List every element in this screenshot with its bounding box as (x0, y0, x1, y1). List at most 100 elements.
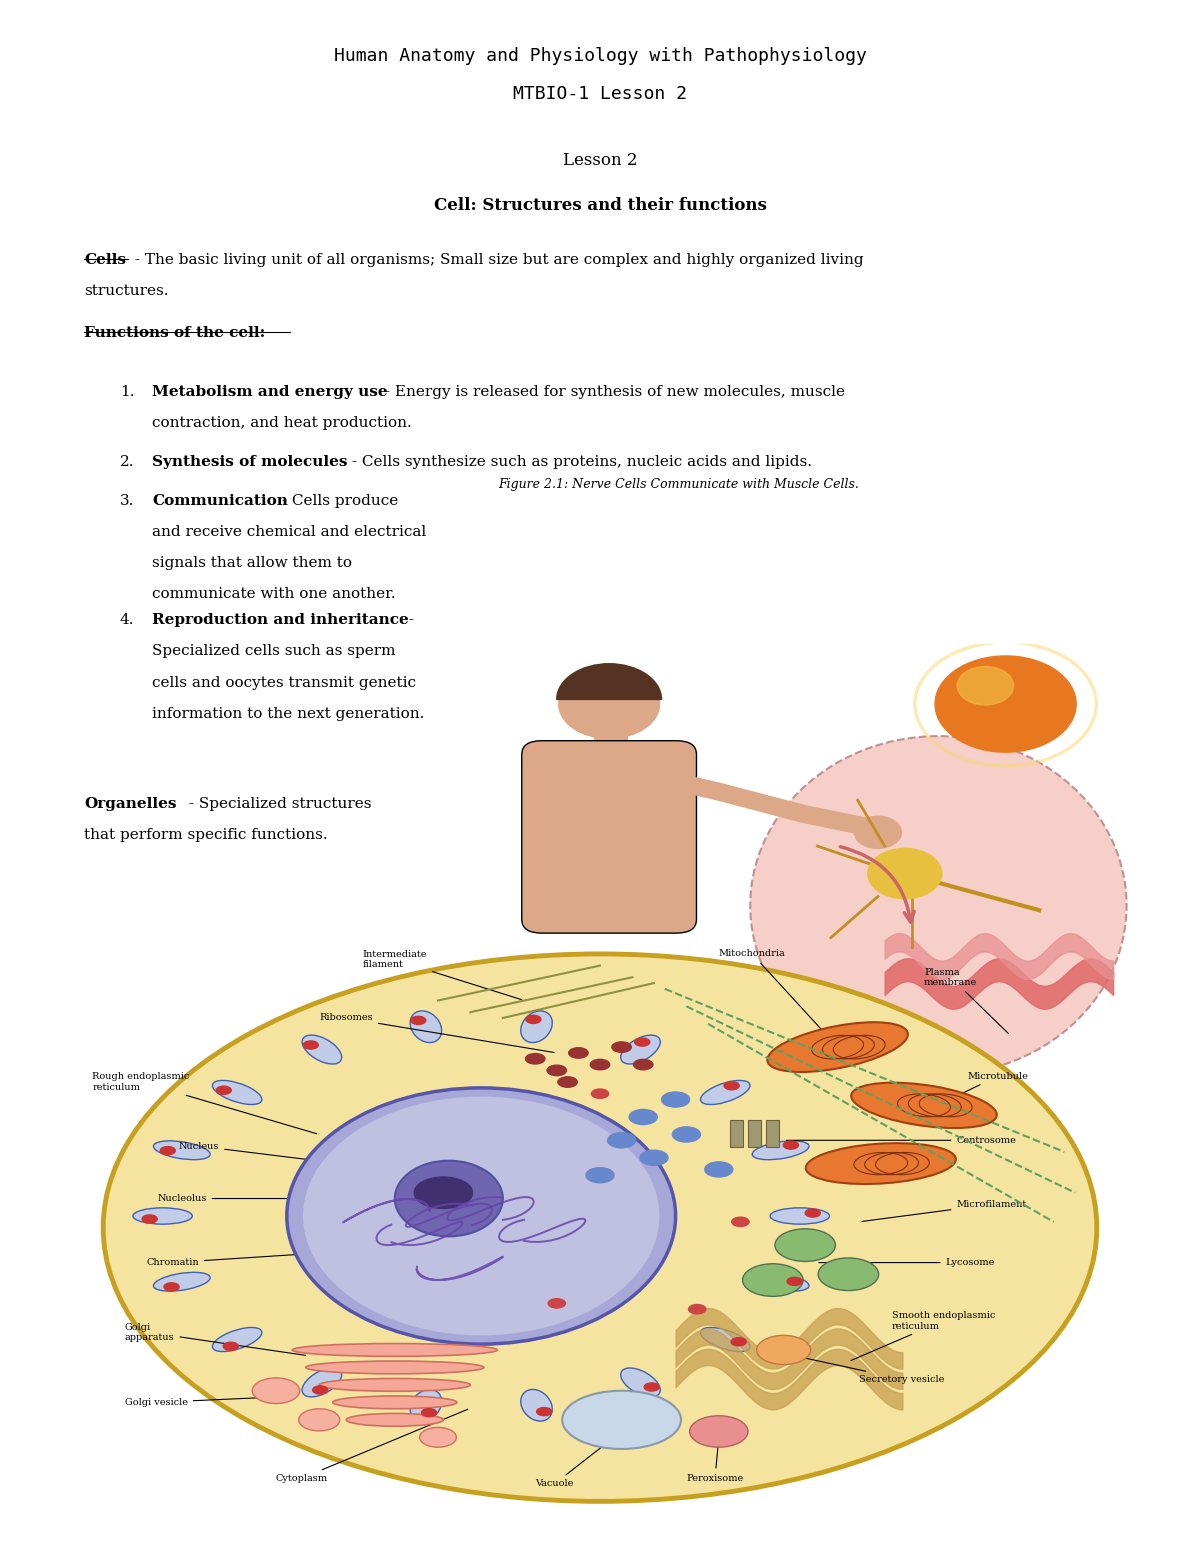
Circle shape (644, 1382, 659, 1391)
Text: Nucleus: Nucleus (179, 1141, 338, 1163)
Circle shape (164, 1283, 179, 1291)
Text: 1.: 1. (120, 385, 134, 399)
Text: Cells: Cells (84, 253, 126, 267)
Ellipse shape (293, 1343, 498, 1356)
Circle shape (787, 1277, 802, 1286)
Text: Rough endoplasmic
reticulum: Rough endoplasmic reticulum (92, 1073, 317, 1134)
Text: Secretory vesicle: Secretory vesicle (797, 1356, 944, 1384)
Ellipse shape (154, 1141, 210, 1160)
Ellipse shape (620, 1368, 660, 1396)
Text: Mitochondria: Mitochondria (719, 949, 835, 1045)
Circle shape (559, 669, 660, 738)
Circle shape (299, 1409, 340, 1430)
Text: Metabolism and energy use: Metabolism and energy use (152, 385, 388, 399)
Circle shape (775, 1228, 835, 1261)
Ellipse shape (302, 1036, 342, 1064)
Circle shape (547, 1065, 566, 1076)
Text: Synthesis of molecules: Synthesis of molecules (152, 455, 348, 469)
Circle shape (958, 666, 1014, 705)
Text: Figure 2.1: Nerve Cells Communicate with Muscle Cells.: Figure 2.1: Nerve Cells Communicate with… (498, 478, 859, 491)
Text: - Cells produce: - Cells produce (277, 494, 398, 508)
Text: Peroxisome: Peroxisome (686, 1440, 744, 1483)
Circle shape (304, 1041, 318, 1050)
Circle shape (690, 1416, 748, 1447)
Circle shape (689, 1305, 706, 1314)
Text: cells and oocytes transmit genetic: cells and oocytes transmit genetic (152, 676, 416, 690)
Text: Organelles: Organelles (84, 797, 176, 811)
Text: signals that allow them to: signals that allow them to (152, 556, 353, 570)
Ellipse shape (521, 1390, 552, 1421)
Ellipse shape (103, 954, 1097, 1502)
Ellipse shape (851, 1082, 997, 1127)
Circle shape (526, 1053, 545, 1064)
Circle shape (592, 1089, 608, 1098)
Circle shape (635, 1037, 649, 1047)
Text: contraction, and heat production.: contraction, and heat production. (152, 416, 412, 430)
Circle shape (724, 1081, 739, 1090)
Ellipse shape (332, 1396, 457, 1409)
Text: Smooth endoplasmic
reticulum: Smooth endoplasmic reticulum (851, 1311, 995, 1360)
Wedge shape (557, 663, 661, 699)
Circle shape (161, 1146, 175, 1155)
Circle shape (536, 1407, 552, 1416)
Ellipse shape (701, 1081, 750, 1104)
Text: 3.: 3. (120, 494, 134, 508)
Circle shape (854, 817, 901, 848)
Text: MTBIO-1 Lesson 2: MTBIO-1 Lesson 2 (514, 85, 686, 104)
Ellipse shape (306, 1360, 484, 1374)
Circle shape (607, 1132, 636, 1148)
Circle shape (216, 1086, 232, 1095)
Text: Communication: Communication (152, 494, 288, 508)
Circle shape (313, 1385, 328, 1395)
Circle shape (526, 1016, 541, 1023)
Circle shape (784, 1141, 798, 1149)
Circle shape (868, 848, 942, 899)
Ellipse shape (563, 1391, 682, 1449)
Text: Cell: Structures and their functions: Cell: Structures and their functions (433, 197, 767, 214)
Circle shape (704, 1162, 733, 1177)
Circle shape (935, 655, 1076, 752)
Text: - Energy is released for synthesis of new molecules, muscle: - Energy is released for synthesis of ne… (380, 385, 845, 399)
Circle shape (612, 1042, 631, 1053)
Circle shape (548, 1298, 565, 1308)
Text: structures.: structures. (84, 284, 168, 298)
Bar (730, 1121, 743, 1148)
Ellipse shape (395, 1160, 503, 1236)
Text: Human Anatomy and Physiology with Pathophysiology: Human Anatomy and Physiology with Pathop… (334, 47, 866, 65)
Text: -: - (404, 613, 414, 627)
Circle shape (757, 1336, 811, 1365)
Text: Reproduction and inheritance: Reproduction and inheritance (152, 613, 409, 627)
Ellipse shape (154, 1272, 210, 1291)
Bar (594, 731, 626, 750)
Circle shape (142, 1214, 157, 1224)
Ellipse shape (750, 736, 1127, 1075)
Circle shape (672, 1127, 701, 1141)
Ellipse shape (752, 1141, 809, 1160)
Circle shape (410, 1016, 426, 1025)
Circle shape (590, 1059, 610, 1070)
Ellipse shape (752, 1272, 809, 1291)
Circle shape (629, 1109, 658, 1124)
Text: Source: Grabbed from shorturl.at/kqN25: Source: Grabbed from shorturl.at/kqN25 (504, 1079, 720, 1089)
Text: Golgi vesicle: Golgi vesicle (125, 1396, 284, 1407)
FancyBboxPatch shape (522, 741, 696, 933)
Ellipse shape (302, 1368, 342, 1396)
Circle shape (414, 1177, 473, 1208)
Circle shape (634, 1059, 653, 1070)
Ellipse shape (347, 1413, 444, 1426)
Circle shape (586, 1168, 614, 1183)
Text: Microtubule: Microtubule (916, 1072, 1028, 1115)
Circle shape (732, 1218, 749, 1227)
Circle shape (661, 1092, 690, 1107)
Ellipse shape (410, 1011, 442, 1042)
Text: Lycosome: Lycosome (818, 1258, 995, 1267)
Text: Lesson 2: Lesson 2 (563, 152, 637, 169)
Ellipse shape (767, 1022, 908, 1072)
Ellipse shape (133, 1208, 192, 1224)
Circle shape (223, 1342, 239, 1351)
Text: Centrosome: Centrosome (786, 1135, 1016, 1145)
Circle shape (569, 1048, 588, 1058)
Circle shape (805, 1208, 821, 1218)
Text: Cytoplasm: Cytoplasm (276, 1409, 468, 1483)
Text: communicate with one another.: communicate with one another. (152, 587, 396, 601)
